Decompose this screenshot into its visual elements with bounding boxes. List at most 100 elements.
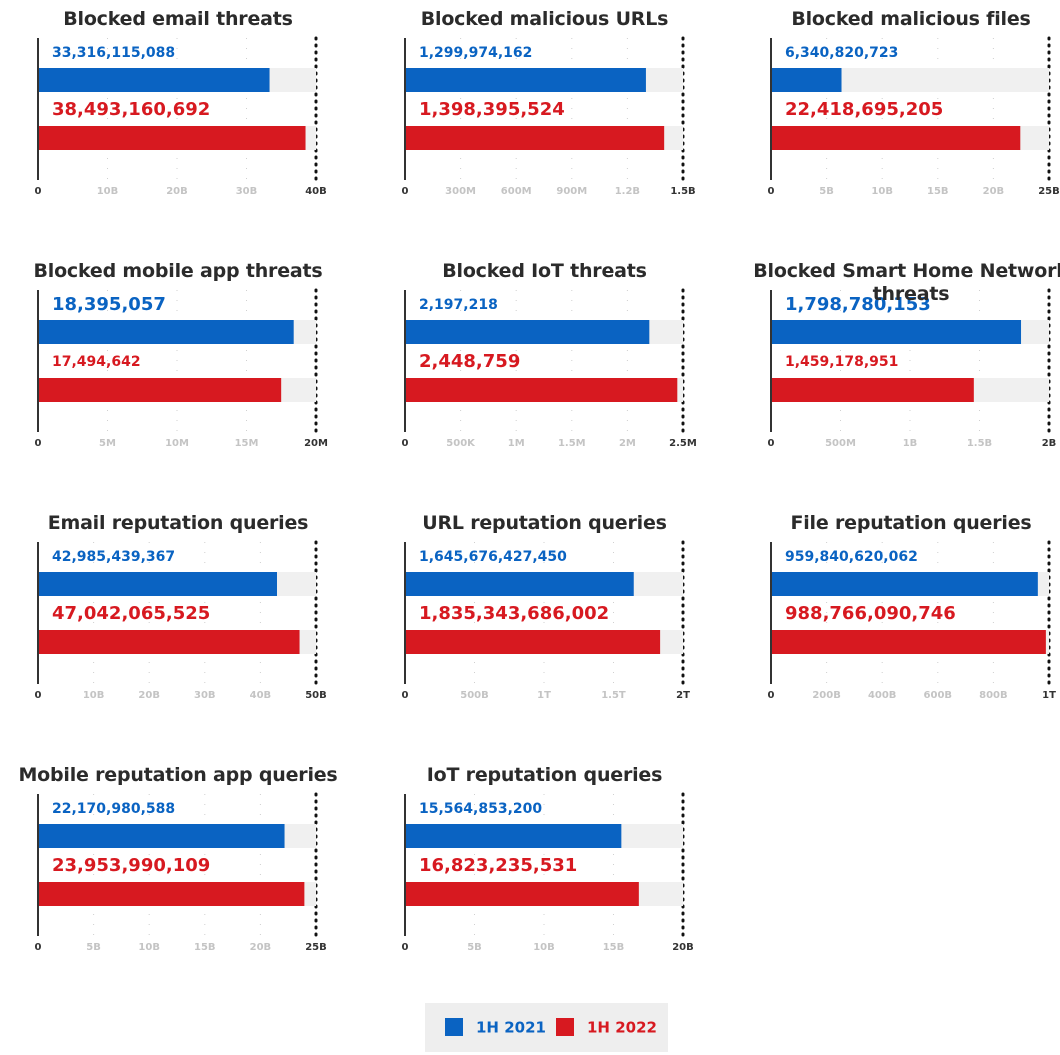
x-tick-label: 2M (618, 438, 635, 449)
x-tick-label: 200B (812, 690, 841, 701)
bar (771, 320, 1022, 344)
chart-title: Blocked malicious URLs (420, 8, 669, 30)
chart-panel: 0 5B 10B 15B 20B 25B 22,170,980,588 23,953,990,… (0, 756, 366, 1006)
chart: 0 5M 10M 15M 20M 18,395,057 17,494,642 (35, 288, 328, 449)
bar (404, 126, 664, 150)
chart-panel: 0 200B 400B 600B 800B 1T 959,840,620,062 988,76… (733, 504, 1060, 754)
bar (38, 378, 282, 402)
value-label: 22,170,980,588 (52, 801, 175, 817)
value-label: 2,448,759 (419, 351, 520, 372)
x-tick-label: 20B (138, 690, 160, 701)
x-tick-label: 900M (556, 186, 587, 197)
chart-panel: 0 10B 20B 30B 40B 50B 42,985,439,367 47,042,065… (0, 504, 366, 754)
value-label: 16,823,235,531 (419, 855, 577, 876)
x-tick-label: 1M (507, 438, 524, 449)
x-tick-label: 5B (819, 186, 834, 197)
value-label: 6,340,820,723 (785, 45, 898, 61)
bar (38, 824, 285, 848)
x-tick-label: 30B (194, 690, 216, 701)
chart-panel: 0 5B 10B 15B 20B 25B 6,340,820,723 22,418,695,2… (733, 0, 1060, 250)
x-tick-label: 1B (903, 438, 918, 449)
bar (38, 68, 270, 92)
x-tick-label: 0 (768, 690, 775, 701)
chart: 0 10B 20B 30B 40B 50B 42,985,439,367 47,042,065… (35, 540, 327, 701)
bar (38, 630, 300, 654)
value-label: 1,835,343,686,002 (419, 603, 609, 624)
legend: 1H 2021 1H 2022 (425, 1003, 668, 1052)
x-tick-label: 800B (979, 690, 1008, 701)
x-tick-label: 1.5M (557, 438, 585, 449)
chart: 0 500M 1B 1.5B 2B 1,798,780,153 1,459,178,951 (768, 288, 1056, 449)
x-tick-label: 300M (445, 186, 476, 197)
x-tick-label: 30B (236, 186, 258, 197)
value-label: 15,564,853,200 (419, 801, 542, 817)
x-tick-label: 500B (460, 690, 489, 701)
chart: 0 5B 10B 15B 20B 25B 6,340,820,723 22,418,695,2… (768, 36, 1060, 197)
value-label: 1,299,974,162 (419, 45, 532, 61)
value-label: 18,395,057 (52, 294, 166, 315)
value-label: 1,798,780,153 (785, 294, 931, 315)
legend-swatch (445, 1018, 463, 1036)
chart: 0 500K 1M 1.5M 2M 2.5M 2,197,218 2,448,759 (401, 288, 697, 449)
chart-title: IoT reputation queries (426, 764, 663, 786)
x-tick-label: 2T (676, 690, 690, 701)
chart-panel: 0 5M 10M 15M 20M 18,395,057 17,494,642 Blocked … (0, 252, 366, 502)
x-tick-label: 15B (602, 942, 624, 953)
x-tick-label: 1.5T (601, 690, 626, 701)
bar (404, 630, 660, 654)
chart-title: Blocked email threats (63, 8, 293, 30)
x-tick-label: 20B (166, 186, 188, 197)
value-label: 1,398,395,524 (419, 99, 565, 120)
value-label: 38,493,160,692 (52, 99, 210, 120)
chart-title: Blocked mobile app threats (33, 260, 323, 282)
chart-title: File reputation queries (790, 512, 1032, 534)
chart-title: Blocked Smart Home Network threats (753, 260, 1060, 305)
x-tick-label: 0 (401, 690, 408, 701)
x-tick-label: 0 (768, 186, 775, 197)
x-tick-label: 500M (825, 438, 856, 449)
bar (404, 68, 646, 92)
chart-panel: 0 500M 1B 1.5B 2B 1,798,780,153 1,459,178,951 B… (733, 252, 1060, 502)
x-tick-label: 0 (401, 186, 408, 197)
chart: 0 300M 600M 900M 1.2B 1.5B 1,299,974,162 1,398,… (401, 36, 695, 197)
x-tick-label: 5B (467, 942, 482, 953)
x-tick-label: 15M (235, 438, 259, 449)
x-tick-label: 500K (446, 438, 476, 449)
chart-panel: 0 300M 600M 900M 1.2B 1.5B 1,299,974,162 1,398,… (367, 0, 733, 250)
bar (771, 68, 842, 92)
x-tick-label: 20B (672, 942, 694, 953)
legend-swatch (556, 1018, 574, 1036)
chart-title: Blocked malicious files (791, 8, 1031, 30)
x-tick-label: 0 (35, 186, 42, 197)
chart: 0 5B 10B 15B 20B 25B 22,170,980,588 23,953,990,… (35, 792, 327, 953)
value-label: 17,494,642 (52, 354, 141, 370)
x-tick-label: 15B (194, 942, 216, 953)
value-label: 33,316,115,088 (52, 45, 175, 61)
value-label: 1,645,676,427,450 (419, 549, 567, 565)
x-tick-label: 0 (768, 438, 775, 449)
legend-svg: 1H 2021 1H 2022 (445, 1018, 657, 1037)
x-tick-label: 10M (165, 438, 189, 449)
x-tick-label: 1.5B (670, 186, 695, 197)
bar (38, 126, 306, 150)
x-tick-label: 10B (138, 942, 160, 953)
chart-title: Blocked IoT threats (442, 260, 647, 282)
x-tick-label: 25B (1038, 186, 1060, 197)
x-tick-label: 5M (99, 438, 116, 449)
chart-panel: 0 500K 1M 1.5M 2M 2.5M 2,197,218 2,448,759 Block… (367, 252, 733, 502)
value-label: 2,197,218 (419, 297, 498, 313)
x-tick-label: 400B (868, 690, 897, 701)
x-tick-label: 40B (250, 690, 272, 701)
x-tick-label: 20M (304, 438, 328, 449)
bar (404, 882, 639, 906)
value-label: 959,840,620,062 (785, 549, 918, 565)
value-label: 47,042,065,525 (52, 603, 210, 624)
bar (404, 378, 677, 402)
value-label: 42,985,439,367 (52, 549, 175, 565)
x-tick-label: 0 (401, 942, 408, 953)
x-tick-label: 2.5M (669, 438, 697, 449)
bar (38, 572, 277, 596)
value-label: 22,418,695,205 (785, 99, 943, 120)
x-tick-label: 20B (250, 942, 272, 953)
x-tick-label: 10B (533, 942, 555, 953)
